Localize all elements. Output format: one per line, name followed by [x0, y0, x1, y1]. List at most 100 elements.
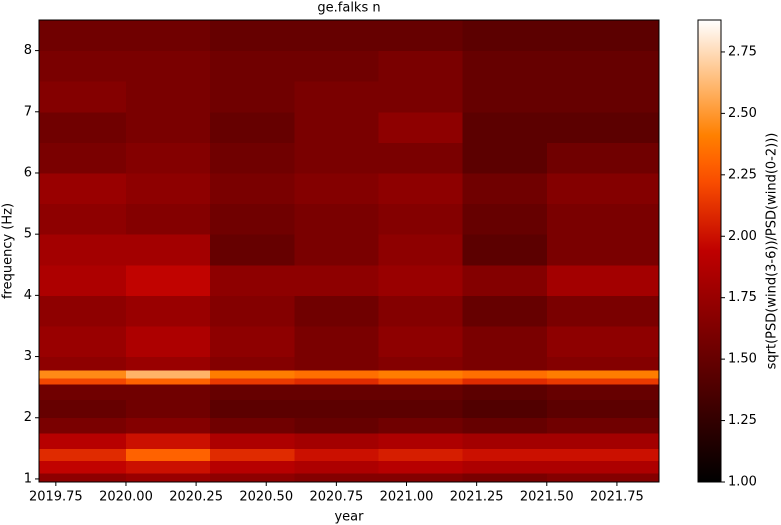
heatmap-cell [39, 295, 127, 327]
heatmap-cell [294, 433, 379, 449]
heatmap-cell [210, 448, 295, 462]
heatmap-cell [210, 111, 295, 143]
heatmap-cell [210, 172, 295, 205]
heatmap-cell [378, 472, 464, 483]
heatmap-cell [210, 417, 295, 434]
heatmap-cell [39, 111, 127, 143]
x-tick-label: 2020.75 [309, 490, 363, 505]
heatmap-cell [39, 172, 127, 205]
heatmap-cell [125, 142, 211, 174]
heatmap-cell [378, 81, 464, 113]
heatmap-cell [39, 399, 127, 419]
heatmap-cell [462, 433, 548, 449]
heatmap-cell [378, 295, 464, 327]
heatmap-cell [378, 234, 464, 266]
heatmap-cell [546, 370, 660, 379]
heatmap-cell [294, 142, 379, 174]
heatmap-cell [125, 460, 211, 474]
colorbar-tick-label: 2.75 [728, 44, 757, 59]
heatmap-cell [546, 377, 660, 385]
colorbar-tick-label: 2.50 [728, 106, 757, 121]
heatmap-cell [210, 264, 295, 296]
heatmap-cell [378, 384, 464, 400]
heatmap-cell [546, 234, 660, 266]
heatmap-cell [39, 433, 127, 449]
colorbar [697, 19, 722, 483]
heatmap-cell [546, 264, 660, 296]
heatmap-cell [378, 203, 464, 235]
heatmap-cell [378, 111, 464, 143]
heatmap-cell [294, 264, 379, 296]
heatmap-cell [125, 111, 211, 143]
heatmap-cell [546, 111, 660, 143]
heatmap-cell [546, 472, 660, 483]
heatmap-cell [378, 433, 464, 449]
heatmap-cell [125, 172, 211, 205]
y-tick-label: 2 [24, 410, 32, 425]
heatmap-cell [462, 203, 548, 235]
heatmap-cell [462, 142, 548, 174]
heatmap-cell [546, 295, 660, 327]
colorbar-tick-label: 1.50 [728, 352, 757, 367]
heatmap-cell [378, 20, 464, 52]
heatmap-cell [210, 377, 295, 385]
x-tick-label: 2020.00 [99, 490, 153, 505]
heatmap-cell [39, 81, 127, 113]
heatmap-cell [546, 399, 660, 419]
heatmap-cell [462, 384, 548, 400]
heatmap-cell [39, 356, 127, 371]
heatmap-cell [294, 172, 379, 205]
heatmap-cell [294, 399, 379, 419]
x-tick-label: 2021.50 [520, 490, 574, 505]
heatmap-cell [462, 172, 548, 205]
heatmap-cell [462, 399, 548, 419]
heatmap-cell [462, 20, 548, 52]
colorbar-tick-label: 2.00 [728, 229, 757, 244]
heatmap-cell [294, 370, 379, 379]
heatmap-cell [378, 50, 464, 82]
heatmap-cell [39, 448, 127, 462]
heatmap-cell [210, 325, 295, 358]
heatmap-cell [210, 20, 295, 52]
heatmap-cell [378, 325, 464, 358]
heatmap-cell [39, 460, 127, 474]
colorbar-tick-label: 1.75 [728, 290, 757, 305]
heatmap-cell [210, 472, 295, 483]
x-tick-label: 2021.25 [450, 490, 504, 505]
colorbar-label: sqrt(PSD(wind(3-6))/PSD(wind(0-2))) [765, 133, 780, 370]
heatmap-cell [210, 384, 295, 400]
heatmap-cell [294, 377, 379, 385]
heatmap-cell [378, 399, 464, 419]
heatmap-cell [39, 264, 127, 296]
heatmap-cell [462, 448, 548, 462]
heatmap-cell [39, 417, 127, 434]
y-tick-label: 3 [24, 349, 32, 364]
x-tick-label: 2019.75 [29, 490, 83, 505]
heatmap-cell [462, 370, 548, 379]
heatmap-cell [125, 399, 211, 419]
heatmap-cell [462, 264, 548, 296]
x-tick-label: 2021.75 [590, 490, 644, 505]
heatmap-cell [294, 448, 379, 462]
heatmap-cell [462, 325, 548, 358]
heatmap-cell [378, 460, 464, 474]
heatmap-cell [546, 417, 660, 434]
heatmap-cell [462, 356, 548, 371]
heatmap-cell [378, 417, 464, 434]
plot-frame [38, 19, 660, 483]
heatmap-cell [546, 50, 660, 82]
heatmap-cell [462, 377, 548, 385]
heatmap-cell [125, 384, 211, 400]
heatmap-cell [462, 50, 548, 82]
heatmap-cell [39, 325, 127, 358]
heatmap-cell [462, 417, 548, 434]
heatmap-cell [210, 81, 295, 113]
chart-title: ge.falks n [317, 1, 380, 16]
heatmap-cell [378, 370, 464, 379]
heatmap-cell [125, 472, 211, 483]
heatmap-cell [39, 377, 127, 385]
heatmap-cell [546, 460, 660, 474]
heatmap-cell [39, 50, 127, 82]
heatmap-cell [125, 295, 211, 327]
